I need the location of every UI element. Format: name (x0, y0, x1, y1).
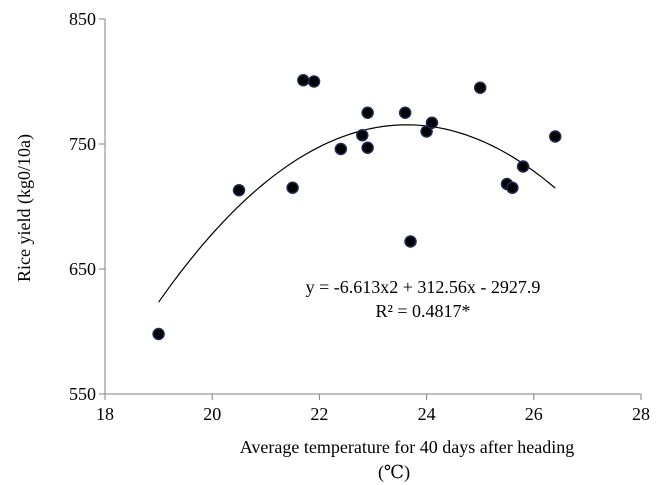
y-tick-label: 550 (69, 384, 96, 404)
data-point (356, 129, 369, 142)
y-tick-label: 850 (69, 9, 96, 29)
y-axis-title: Rice yield (kg0/10a) (14, 134, 35, 282)
x-tick-label: 18 (96, 404, 114, 424)
axes (99, 18, 642, 400)
data-point (425, 116, 439, 129)
trendline (158, 124, 556, 303)
x-tick-label: 22 (310, 404, 328, 424)
data-point (297, 74, 310, 87)
data-point (548, 130, 562, 143)
x-axis-title: Average temperature for 40 days after he… (240, 437, 575, 457)
x-tick-label: 20 (203, 404, 221, 424)
data-point (361, 106, 374, 119)
data-point (398, 106, 412, 119)
data-point (361, 141, 374, 154)
r-squared-label: R² = 0.4817* (375, 301, 470, 321)
data-point (286, 181, 299, 194)
data-point (506, 181, 519, 194)
y-tick-label: 650 (69, 259, 96, 279)
data-point (404, 235, 417, 248)
x-tick-labels: 18 20 22 24 26 28 (96, 404, 650, 424)
x-tick-label: 24 (418, 404, 436, 424)
data-point (152, 327, 165, 341)
data-point (420, 125, 433, 138)
data-point (473, 81, 487, 94)
x-axis-unit: (℃) (378, 462, 410, 483)
data-point (307, 75, 321, 88)
y-tick-labels: 550 650 750 850 (69, 9, 96, 404)
data-point (232, 184, 246, 197)
data-points (152, 74, 562, 341)
data-point (334, 142, 348, 156)
data-point (516, 160, 530, 173)
x-tick-label: 26 (525, 404, 543, 424)
x-tick-label: 28 (632, 404, 650, 424)
y-tick-label: 750 (69, 134, 96, 154)
equation-label: y = -6.613x2 + 312.56x - 2927.9 (306, 277, 541, 297)
